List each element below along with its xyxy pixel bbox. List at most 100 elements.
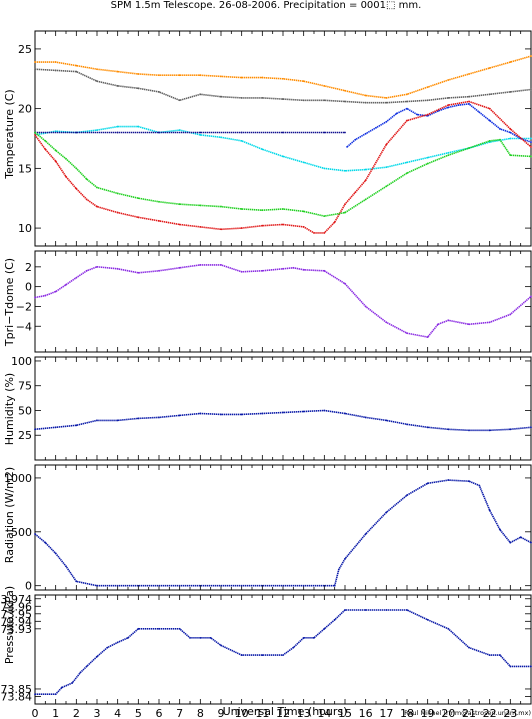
humidity-ytick-label: 100 [11,355,32,368]
pressure-data-point [106,646,109,649]
pressure-data-point [54,693,57,696]
temperature-data-point [240,139,243,142]
temperature-data-point [323,231,326,234]
pressure-data-point [509,665,512,668]
humidity-data-point [158,416,160,419]
temperature-data-point [406,93,408,96]
temperature-data-point [509,61,512,63]
temperature-data-point [302,210,305,213]
temperature-data-point [488,119,491,122]
temperature-data-point [199,225,202,228]
temperature-data-point [499,128,501,130]
temperature-data-point [488,67,491,69]
panel-radiation: Radiation (W/m2) 0 500 1000 [3,464,532,593]
temperature-data-point [137,216,140,219]
tpri-data-point [44,294,47,297]
temperature-data-point [509,128,512,130]
humidity-data-point [302,410,305,413]
temperature-data-point [75,167,78,170]
radiation-ytick-label: 1000 [4,472,32,485]
pressure-data-point [137,627,140,630]
temperature-data-point [385,143,388,146]
humidity-data-point [344,412,346,415]
humidity-frame [34,356,532,461]
temperature-data-point [75,70,78,73]
panel-temperature: Temperature (C) 10 15 20 25 [3,30,532,247]
x-tick-labels: 0 1 2 3 4 5 6 7 8 9 10 11 12 13 14 15 16 17 18 19 20 21 22 23 [32,707,518,719]
temperature-data-point [220,205,222,208]
temperature-data-point [406,119,408,122]
temperature-data-point [199,93,202,96]
humidity-data-point [137,417,140,420]
humidity-data-point [488,429,491,432]
radiation-data-point [447,479,450,481]
tpri-data-point [199,263,202,266]
temperature-data-point [354,191,357,194]
pressure-data-point [292,646,295,649]
tpri-data-point [323,269,326,272]
pressure-data-point [364,609,367,611]
temperature-data-point [509,91,512,93]
humidity-data-point [406,423,408,426]
radiation-data-point [426,482,429,485]
temperature-data-point [199,134,202,136]
temperature-data-point [426,156,429,159]
temperature-series-6 [34,131,532,218]
pressure-data-point [302,636,305,639]
humidity-data-point [447,428,450,431]
x-axis-label: Universal Time (hours) [223,705,348,718]
pressure-data-point [385,609,388,611]
temperature-data-point [158,200,160,203]
tpri-ytick-label: −2 [16,300,32,313]
temperature-data-point [385,101,388,104]
temperature-data-point [85,178,88,181]
humidity-data-point [199,412,202,415]
temperature-data-point [333,221,336,224]
humidity-plot: 25 50 75 100 [11,355,532,461]
humidity-ylabel: Humidity (%) [3,373,16,445]
x-tick-label: 15 [338,707,352,719]
humidity-data-point [530,426,532,429]
temperature-data-point [488,139,491,142]
pressure-ytick-label: 73.974 [0,593,32,606]
tpri-data-point [65,283,67,286]
humidity-data-point [54,426,57,429]
tpri-data-point [385,321,388,324]
temperature-data-point [323,167,326,170]
radiation-data-point [54,552,57,555]
temperature-data-point [509,137,512,140]
temperature-data-point [220,136,222,139]
temperature-data-point [530,145,532,148]
pressure-ytick-label: 73.95 [1,608,33,621]
temperature-data-point [261,76,264,79]
temperature-data-point [346,145,348,148]
temperature-data-point [240,227,243,229]
temperature-data-point [385,120,388,123]
humidity-data-point [468,429,470,432]
humidity-data-point [509,428,512,431]
temperature-data-point [468,73,470,75]
temperature-data-point [137,87,140,90]
temperature-data-point [344,211,346,214]
pressure-data-point [34,693,36,696]
temperature-data-point [323,215,326,218]
tpri-data-point [437,323,439,326]
tpri-data-point [488,321,491,324]
temperature-data-point [96,186,98,189]
humidity-data-point [220,413,222,416]
temperature-series-0 [34,55,532,99]
temperature-data-point [220,75,222,78]
pressure-series-0 [34,609,532,696]
radiation-data-point [337,568,340,571]
temperature-data-point [116,211,119,214]
temperature-data-point [261,224,264,227]
temperature-data-point [426,86,429,89]
temperature-data-point [240,208,243,210]
pressure-ytick-label: 73.94 [1,615,33,628]
tpri-data-point [75,276,78,279]
temperature-data-point [447,151,450,154]
temperature-data-point [65,157,67,160]
tpri-data-point [447,319,450,322]
